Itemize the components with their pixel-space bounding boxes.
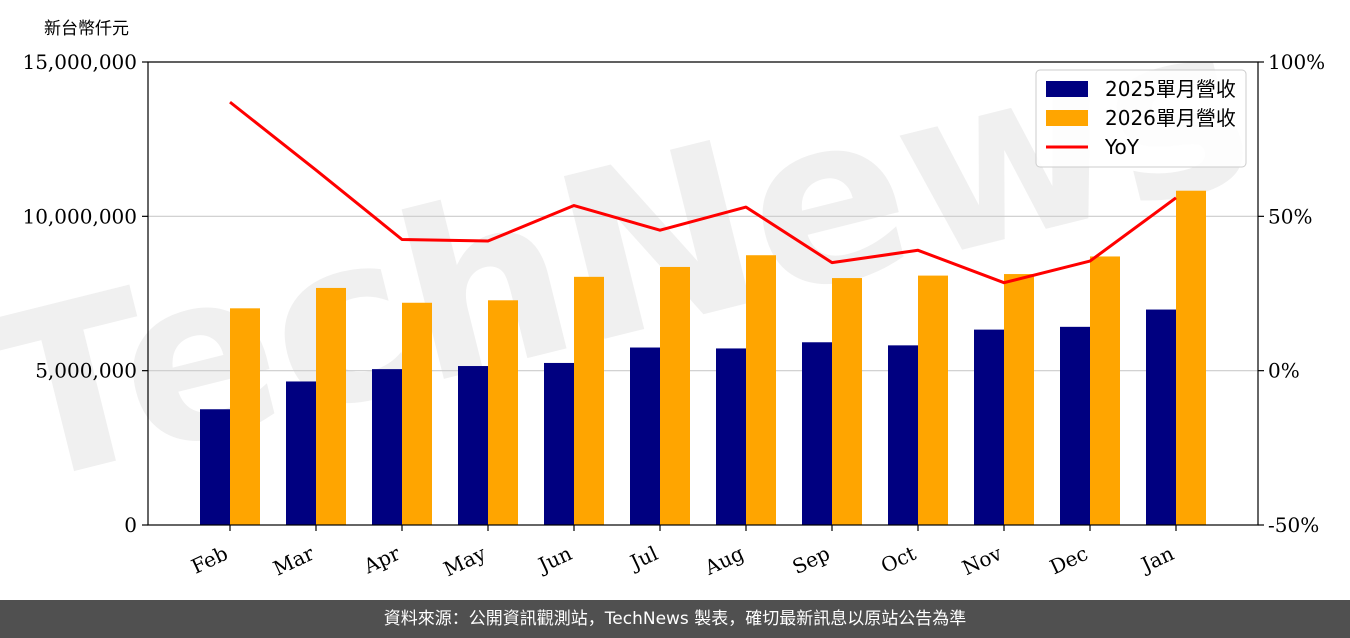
left-tick-label: 15,000,000 (22, 50, 137, 74)
bar-2026-jun (574, 276, 604, 525)
bar-2025-nov (974, 329, 1004, 525)
left-tick-label: 10,000,000 (22, 204, 137, 228)
bars-group (200, 190, 1206, 526)
right-tick-label: 0% (1268, 359, 1300, 383)
yoy-line-group (229, 100, 1177, 285)
bar-2025-may (458, 366, 488, 525)
bar-2026-sep (832, 278, 862, 525)
bar-2025-feb (200, 409, 230, 525)
chart-canvas: TechNews 05,000,00010,000,00015,000,000-… (0, 0, 1325, 582)
x-tick-label-nov: Nov (958, 541, 1006, 580)
legend-box (1035, 69, 1247, 168)
bar-2026-jul (660, 266, 690, 525)
x-tick-label-feb: Feb (187, 541, 231, 579)
x-tick-label-mar: Mar (269, 541, 318, 581)
plot-frame (147, 61, 1259, 526)
bar-2025-sep (802, 342, 832, 525)
bar-2025-apr (372, 369, 402, 525)
legend-label-2: YoY (1104, 135, 1140, 159)
right-tick-label: 50% (1268, 204, 1312, 228)
legend-swatch-0 (1046, 81, 1088, 97)
legend-label-0: 2025單月營收 (1105, 77, 1236, 101)
left-tick-label: 0 (124, 513, 137, 537)
bar-2026-may (488, 300, 518, 525)
legend: 2025單月營收 2026單月營收 YoY (1035, 69, 1247, 168)
bar-2025-oct (888, 345, 918, 525)
bar-2025-aug (716, 348, 746, 525)
x-tick-label-aug: Aug (700, 541, 748, 580)
x-tick-label-jan: Jan (1136, 541, 1178, 578)
bar-2026-oct (918, 275, 948, 525)
bar-2026-apr (402, 302, 432, 525)
x-tick-label-apr: Apr (359, 541, 404, 579)
bar-2026-aug (746, 255, 776, 525)
bar-2025-jan (1146, 309, 1176, 525)
yoy-line (229, 100, 1177, 285)
x-tick-label-sep: Sep (789, 541, 834, 579)
bar-2026-feb (230, 308, 260, 525)
right-tick-label: 100% (1268, 50, 1325, 74)
bar-2026-nov (1004, 274, 1034, 525)
y-axis-unit-label: 新台幣仟元 (44, 19, 129, 39)
legend-swatch-1 (1046, 110, 1088, 126)
x-tick-label-jun: Jun (533, 541, 576, 578)
x-tick-label-jul: Jul (625, 541, 662, 575)
x-tick-label-oct: Oct (877, 541, 919, 578)
left-tick-label: 5,000,000 (35, 359, 137, 383)
source-footer: 資料來源：公開資訊觀測站，TechNews 製表，確切最新訊息以原站公告為準 (0, 600, 1350, 638)
bar-2026-mar (316, 287, 346, 525)
bar-2026-dec (1090, 256, 1120, 525)
bar-2025-mar (286, 381, 316, 525)
right-tick-label: -50% (1268, 513, 1319, 537)
bar-2025-jun (544, 362, 574, 525)
legend-label-1: 2026單月營收 (1105, 106, 1236, 130)
x-tick-label-may: May (440, 541, 490, 582)
bar-2025-jul (630, 347, 660, 525)
bar-2025-dec (1060, 326, 1090, 525)
x-tick-label-dec: Dec (1046, 541, 1092, 579)
bar-2026-jan (1176, 190, 1206, 526)
